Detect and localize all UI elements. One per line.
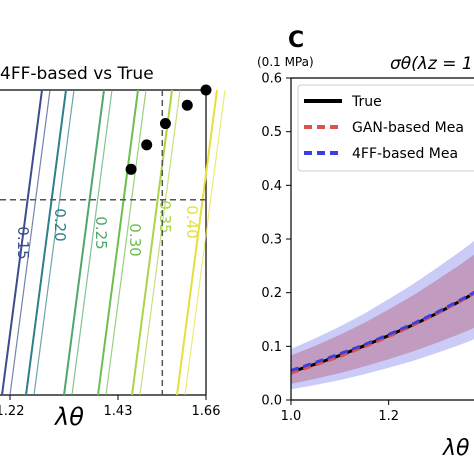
y-tick-label: 0.3 <box>261 233 282 248</box>
y-tick-label: 0.4 <box>261 179 282 194</box>
series-line <box>290 290 474 372</box>
y-tick-label: 0.6 <box>261 72 282 87</box>
right-title: σθ(λz = 1 <box>390 54 473 74</box>
contour-line <box>176 89 218 396</box>
y-tick-label: 0.2 <box>261 286 282 301</box>
contour-line <box>63 89 105 396</box>
left-contour-labels: 0.15 0.20 0.25 0.30 0.35 0.40 <box>14 200 201 259</box>
x-tick-label: 1.22 <box>0 404 24 419</box>
legend-label: 4FF-based Mea <box>352 146 458 162</box>
left-title: 4FF-based vs True <box>0 64 154 84</box>
legend-label: GAN-based Mea <box>352 120 464 136</box>
contour-line <box>105 89 147 396</box>
contour-line <box>184 89 226 396</box>
contour-label: 0.35 <box>156 200 174 233</box>
contour-line <box>33 89 75 396</box>
contour-line <box>9 89 51 396</box>
right-xticks: 1.0 1.2 <box>281 400 399 424</box>
x-tick-label: 1.43 <box>104 404 133 419</box>
x-tick-label: 1.0 <box>281 409 302 424</box>
right-yticks: 0.0 0.1 0.2 0.3 0.4 0.5 0.6 <box>261 72 291 409</box>
series-line <box>290 291 474 375</box>
left-contours <box>1 89 226 396</box>
data-point <box>125 163 137 175</box>
legend-label: True <box>351 94 382 110</box>
data-point <box>200 84 212 96</box>
left-xticks: 1.22 1.43 1.66 <box>0 395 220 419</box>
unit-label: (0.1 MPa) <box>257 55 314 69</box>
4ff-confidence-band <box>291 240 474 390</box>
panel-label-c: C <box>288 28 304 53</box>
right-panel: C (0.1 MPa) σθ(λz = 1 0.0 0.1 0.2 0.3 0.4 0.5… <box>257 28 474 461</box>
contour-label: 0.20 <box>51 208 69 241</box>
contour-label: 0.30 <box>126 223 144 256</box>
contour-line <box>1 89 43 396</box>
contour-line <box>97 89 139 396</box>
contour-line <box>25 89 67 396</box>
left-xlabel: λθ <box>53 403 84 431</box>
contour-label: 0.15 <box>14 226 32 259</box>
data-point <box>141 139 153 151</box>
contour-label: 0.40 <box>183 205 201 238</box>
legend-box <box>297 84 474 172</box>
left-panel: 4FF-based vs True 0.150.20 0.25 0.300.35 0.… <box>0 64 226 431</box>
gan-confidence-band <box>291 254 474 384</box>
confidence-bands <box>291 240 474 390</box>
x-tick-label: 1.2 <box>378 409 399 424</box>
data-point <box>159 118 171 130</box>
y-tick-label: 0.5 <box>261 125 282 140</box>
y-tick-label: 0.0 <box>261 394 282 409</box>
contour-line <box>139 89 181 396</box>
contour-line <box>71 89 113 396</box>
series-lines <box>290 290 474 375</box>
left-points <box>125 84 212 175</box>
legend: True GAN-based Mea 4FF-based Mea <box>297 84 474 172</box>
x-tick-label: 1.66 <box>192 404 221 419</box>
contour-label: 0.25 <box>92 216 110 249</box>
right-xlabel: λθ <box>442 436 470 461</box>
data-point <box>181 99 193 111</box>
y-tick-label: 0.1 <box>261 340 282 355</box>
